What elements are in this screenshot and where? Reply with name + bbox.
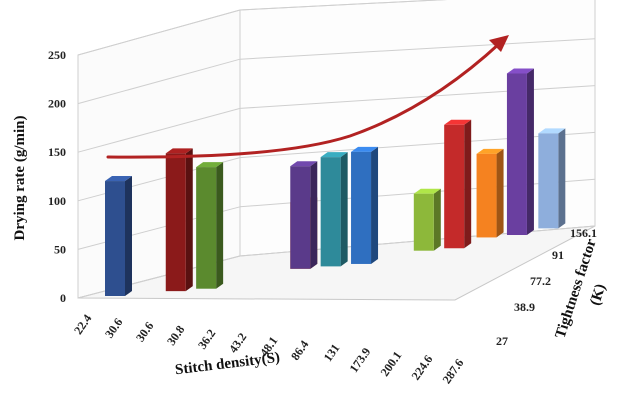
bar-top (105, 176, 132, 182)
bar-side (526, 68, 534, 236)
bar-side (371, 146, 379, 264)
gridline-back (239, 131, 596, 159)
bar-top (165, 148, 193, 154)
bar (351, 151, 372, 264)
x-tick-label: 224.6 (409, 352, 436, 382)
x-axis-ticks: 22.4 30.6 30.6 30.8 36.2 43.2 48.1 86.4 131 173.9… (71, 312, 467, 387)
depth-axis-ticks: 27 38.9 77.291 156.1 (496, 226, 597, 348)
y-axis-title: Drying rate (g/min) (12, 116, 28, 241)
bar-top (196, 162, 224, 168)
x-tick-label: 43.2 (226, 330, 250, 355)
gridline-side (77, 9, 241, 56)
bar (320, 157, 341, 267)
trend-arrow (106, 35, 509, 159)
y-tick-label: 0 (60, 291, 66, 305)
bar-side (433, 188, 441, 251)
y-tick-label: 250 (48, 48, 66, 62)
x-tick-label: 200.1 (378, 349, 405, 379)
depth-tick-label: 156.1 (570, 226, 597, 240)
bar (290, 166, 311, 269)
bar-top (320, 152, 348, 158)
bar (444, 124, 465, 249)
bar-side (464, 119, 472, 249)
x-tick-label: 30.6 (133, 319, 157, 344)
x-tick-label: 36.2 (195, 326, 219, 351)
depth-tick-label: 27 (496, 334, 508, 348)
bar-side (216, 162, 224, 289)
bar-side (185, 148, 193, 292)
x-tick-label: 173.9 (347, 345, 374, 375)
y-tick-label: 100 (48, 194, 66, 208)
chart-bars (105, 68, 566, 296)
y-tick-label: 50 (54, 242, 66, 256)
y-axis-ticks: 0 50 100 150 200 250 (48, 48, 66, 305)
bar (196, 167, 217, 289)
gridline-back (239, 38, 596, 60)
y-tick-label: 200 (48, 97, 66, 111)
bar-side (558, 128, 566, 229)
x-tick-label: 30.8 (164, 323, 188, 348)
gridline-side (77, 58, 241, 105)
depth-tick-label: 77.2 (530, 274, 551, 288)
bar-top (476, 148, 504, 154)
bar-top (538, 128, 566, 134)
depth-axis-title-line2: (K) (587, 282, 609, 308)
bar-side (496, 148, 504, 238)
y-tick-label: 150 (48, 145, 66, 159)
bar-side (340, 152, 348, 267)
bar-side (310, 161, 318, 269)
x-tick-label: 86.4 (288, 338, 312, 363)
bar-top (444, 119, 472, 125)
bar-top (413, 188, 441, 194)
bar (165, 153, 186, 292)
bar-top (351, 146, 379, 152)
bar-top (290, 161, 318, 167)
bar-side (125, 176, 132, 296)
x-tick-label: 287.6 (440, 356, 467, 386)
bar (105, 181, 125, 296)
x-tick-label: 22.4 (71, 312, 95, 337)
x-tick-label: 131 (321, 341, 343, 364)
bar (413, 193, 434, 251)
gridline-back (239, 0, 448, 11)
bar-top (506, 68, 534, 74)
x-tick-label: 30.6 (102, 315, 126, 340)
gridline-back (239, 85, 596, 109)
trend-arrow-head (489, 35, 509, 52)
bar (506, 73, 527, 236)
gridline-side (77, 107, 241, 153)
bar (476, 153, 497, 238)
depth-tick-label: 91 (552, 248, 564, 262)
trend-arrow-line (106, 41, 502, 159)
depth-tick-label: 38.9 (514, 300, 535, 314)
bar (538, 133, 559, 229)
x-axis-title: Stitch density(S) (174, 350, 281, 379)
